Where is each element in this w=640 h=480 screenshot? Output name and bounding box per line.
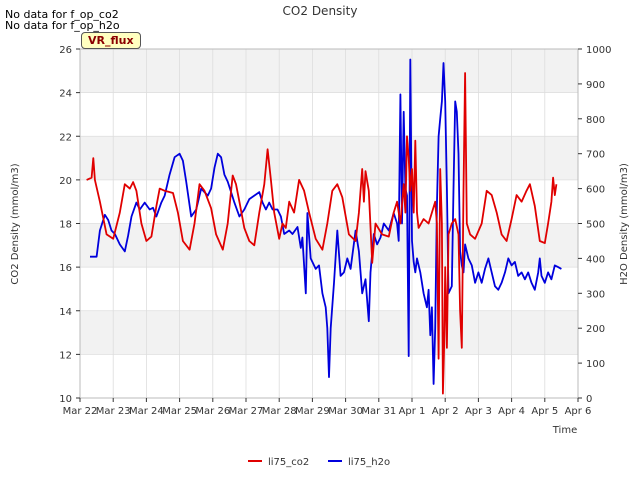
right-tick-label: 600 xyxy=(586,185,605,196)
x-tick-label: Mar 26 xyxy=(195,406,230,417)
right-axis-ticks: 0 100 200 300 400 500 600 700 800 900 1000 xyxy=(578,45,611,405)
x-tick-label: Mar 25 xyxy=(162,406,197,417)
x-tick-label: Apr 4 xyxy=(498,406,525,417)
legend-label-h2o: li75_h2o xyxy=(348,457,390,468)
legend: li75_co2 li75_h2o xyxy=(248,457,390,468)
legend-label-co2: li75_co2 xyxy=(268,457,309,468)
x-axis-label: Time xyxy=(552,425,577,436)
right-tick-label: 800 xyxy=(586,115,605,126)
x-tick-label: Apr 5 xyxy=(531,406,558,417)
right-tick-label: 1000 xyxy=(586,45,611,56)
x-tick-label: Apr 1 xyxy=(399,406,426,417)
left-tick-label: 12 xyxy=(59,350,72,361)
x-tick-label: Mar 30 xyxy=(328,406,363,417)
x-tick-label: Mar 27 xyxy=(229,406,264,417)
left-tick-label: 16 xyxy=(59,263,72,274)
left-tick-label: 22 xyxy=(59,132,72,143)
x-tick-label: Mar 29 xyxy=(295,406,330,417)
x-tick-label: Apr 2 xyxy=(432,406,459,417)
right-tick-label: 300 xyxy=(586,289,605,300)
left-tick-label: 10 xyxy=(59,394,72,405)
left-tick-label: 26 xyxy=(59,45,72,56)
gridlines xyxy=(79,48,579,399)
right-tick-label: 200 xyxy=(586,324,605,335)
no-data-note-h2o: No data for f_op_h2o xyxy=(5,19,120,32)
x-tick-label: Mar 24 xyxy=(129,406,164,417)
right-tick-label: 0 xyxy=(586,394,592,405)
left-tick-label: 14 xyxy=(59,307,72,318)
right-tick-label: 100 xyxy=(586,359,605,370)
series-layer xyxy=(86,58,562,395)
right-tick-label: 700 xyxy=(586,150,605,161)
right-tick-label: 500 xyxy=(586,220,605,231)
left-tick-label: 18 xyxy=(59,220,72,231)
left-axis-ticks: 10 12 14 16 18 20 22 24 26 xyxy=(59,45,80,405)
background-band xyxy=(80,310,578,355)
left-tick-label: 20 xyxy=(59,176,72,187)
right-tick-label: 900 xyxy=(586,80,605,91)
x-tick-label: Apr 6 xyxy=(565,406,592,417)
series-line-li75_co2 xyxy=(86,72,558,395)
x-tick-label: Apr 3 xyxy=(465,406,492,417)
chart-title: CO2 Density xyxy=(283,4,358,18)
x-tick-label: Mar 23 xyxy=(96,406,131,417)
left-tick-label: 24 xyxy=(59,89,72,100)
x-tick-label: Mar 22 xyxy=(63,406,98,417)
background-bands xyxy=(80,49,578,355)
no-data-note-co2: No data for f_op_co2 xyxy=(5,8,119,21)
left-axis-label: CO2 Density (mmol/m3) xyxy=(10,163,21,284)
background-band xyxy=(80,223,578,268)
background-band xyxy=(80,49,578,93)
background-band xyxy=(80,136,578,180)
x-tick-label: Mar 31 xyxy=(361,406,396,417)
vr-flux-badge: VR_flux xyxy=(81,32,141,49)
x-tick-label: Mar 28 xyxy=(262,406,297,417)
right-tick-label: 400 xyxy=(586,254,605,265)
right-axis-label: H2O Density (mmol/m3) xyxy=(619,163,630,285)
